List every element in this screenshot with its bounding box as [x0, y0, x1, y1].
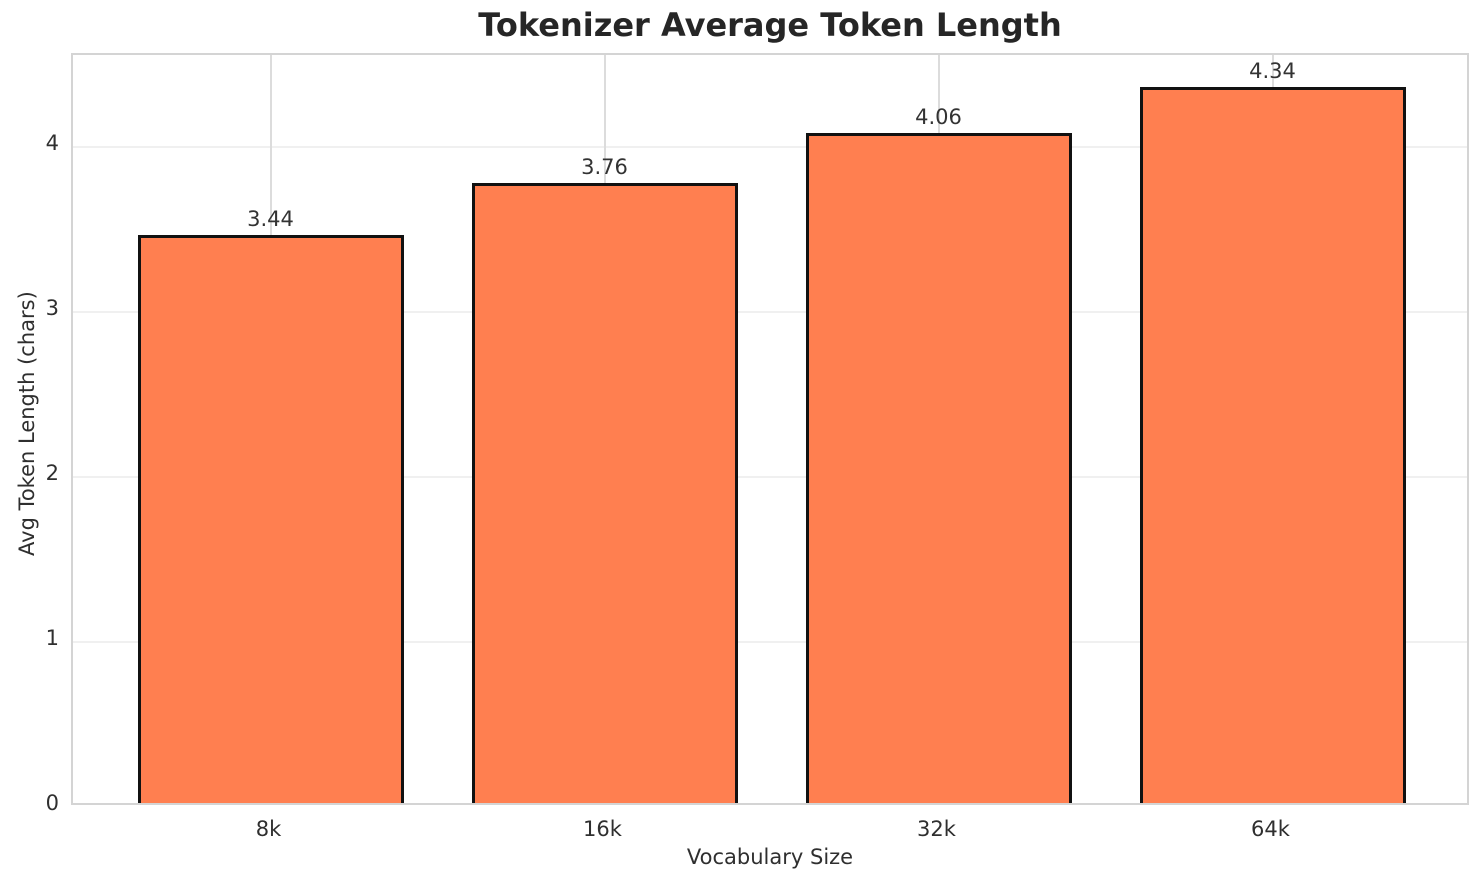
- x-tick-label: 64k: [1251, 817, 1290, 841]
- y-tick-label: 3: [45, 296, 59, 321]
- gridline-horizontal: [73, 641, 1467, 643]
- y-axis-label: Avg Token Length (chars): [15, 291, 39, 556]
- y-tick-label: 4: [45, 131, 59, 156]
- bar-value-label: 3.76: [581, 154, 628, 179]
- x-tick-label: 8k: [255, 817, 282, 841]
- plot-area: 3.44 3.76 4.06 4.34: [71, 53, 1469, 805]
- y-tick-label: 0: [45, 791, 59, 815]
- bar-value-label: 4.06: [915, 105, 962, 130]
- bar-32k: [805, 133, 1072, 803]
- chart-title: Tokenizer Average Token Length: [478, 6, 1062, 44]
- gridline-horizontal: [73, 311, 1467, 314]
- x-tick-label: 16k: [583, 817, 622, 841]
- gridline-horizontal: [73, 146, 1467, 149]
- y-tick-label: 1: [45, 626, 59, 650]
- x-tick-label: 32k: [917, 817, 956, 841]
- bar-value-label: 4.34: [1249, 58, 1296, 83]
- bar-16k: [471, 182, 738, 803]
- bar-8k: [137, 235, 404, 803]
- bar-64k: [1139, 86, 1406, 803]
- bar-value-label: 3.44: [247, 207, 294, 232]
- gridline-horizontal: [73, 476, 1467, 479]
- x-axis-label: Vocabulary Size: [686, 845, 854, 869]
- y-tick-label: 2: [45, 461, 59, 486]
